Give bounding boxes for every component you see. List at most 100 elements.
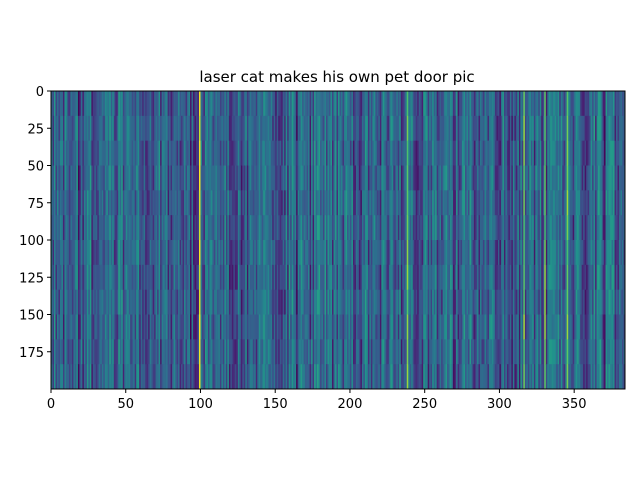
heatmap-cell <box>557 339 560 365</box>
heatmap-cell <box>402 190 405 216</box>
heatmap-cell <box>85 190 88 216</box>
heatmap-cell <box>188 140 191 166</box>
heatmap-cell <box>151 364 153 390</box>
heatmap-cell <box>91 339 94 365</box>
heatmap-cell <box>173 215 176 241</box>
heatmap-cell <box>396 215 399 241</box>
heatmap-cell <box>343 264 346 291</box>
heatmap-cell <box>605 289 608 315</box>
heatmap-cell <box>453 314 455 340</box>
heatmap-cell <box>402 165 405 191</box>
heatmap-cell <box>323 289 325 315</box>
heatmap-cell <box>260 240 263 266</box>
heatmap-cell <box>276 115 279 142</box>
heatmap-cell <box>541 314 544 340</box>
heatmap-cell <box>230 339 233 365</box>
heatmap-cell <box>367 264 370 291</box>
heatmap-cell <box>432 364 435 390</box>
heatmap-cell <box>302 339 304 365</box>
heatmap-cell <box>442 91 445 117</box>
heatmap-cell <box>358 264 361 291</box>
heatmap-cell <box>406 190 409 216</box>
heatmap-cell <box>260 289 263 315</box>
heatmap-cell <box>580 215 583 241</box>
heatmap-cell <box>79 165 82 191</box>
heatmap-cell <box>601 264 603 291</box>
heatmap-cell <box>148 215 151 241</box>
heatmap-cell <box>414 140 417 166</box>
heatmap-cell <box>116 289 119 315</box>
heatmap-cell <box>421 140 424 166</box>
heatmap-cell <box>248 339 251 365</box>
heatmap-cell <box>393 339 396 365</box>
heatmap-cell <box>387 115 390 142</box>
heatmap-cell <box>285 314 288 340</box>
heatmap-cell <box>459 140 461 166</box>
heatmap-cell <box>614 140 617 166</box>
heatmap-cell <box>556 91 559 117</box>
heatmap-cell <box>56 115 59 142</box>
heatmap-cell <box>175 264 177 291</box>
heatmap-cell <box>134 240 137 266</box>
heatmap-cell <box>372 364 375 390</box>
heatmap-cell <box>333 215 336 241</box>
heatmap-cell <box>481 165 484 191</box>
heatmap-cell <box>611 314 614 340</box>
heatmap-cell <box>520 289 523 315</box>
heatmap-cell <box>466 364 469 390</box>
heatmap-cell <box>581 91 584 117</box>
heatmap-cell <box>607 240 609 266</box>
heatmap-cell <box>107 115 110 142</box>
heatmap-cell <box>288 314 291 340</box>
heatmap-cell <box>544 91 547 117</box>
heatmap-cell <box>270 115 273 142</box>
heatmap-cell <box>620 190 623 216</box>
heatmap-cell <box>463 289 466 315</box>
heatmap-cell <box>230 91 233 117</box>
heatmap-cell <box>565 339 568 365</box>
heatmap-cell <box>454 240 457 266</box>
heatmap-cell <box>462 165 464 191</box>
heatmap-cell <box>314 339 316 365</box>
heatmap-cell <box>264 339 267 365</box>
heatmap-cell <box>500 240 503 266</box>
heatmap-cell <box>236 140 239 166</box>
heatmap-cell <box>264 165 267 191</box>
heatmap-cell <box>424 115 427 142</box>
heatmap-cell <box>154 289 156 315</box>
heatmap-cell <box>432 240 435 266</box>
heatmap-cell <box>550 364 553 390</box>
heatmap-cell <box>339 215 342 241</box>
heatmap-cell <box>299 314 301 340</box>
heatmap-cell <box>143 165 146 191</box>
heatmap-cell <box>86 165 89 191</box>
heatmap-cell <box>127 314 130 340</box>
heatmap-cell <box>300 165 303 191</box>
heatmap-cell <box>529 190 532 216</box>
heatmap-cell <box>317 140 319 166</box>
heatmap-cell <box>372 215 375 241</box>
heatmap-cell <box>391 289 394 315</box>
heatmap-cell <box>602 115 605 142</box>
heatmap-cell <box>326 314 328 340</box>
heatmap-cell <box>536 314 539 340</box>
heatmap-cell <box>474 190 476 216</box>
heatmap-cell <box>343 140 346 166</box>
heatmap-cell <box>209 314 212 340</box>
heatmap-cell <box>605 215 608 241</box>
heatmap-cell <box>421 289 424 315</box>
heatmap-cell <box>502 215 505 241</box>
heatmap-cell <box>412 289 415 315</box>
heatmap-cell <box>544 190 547 216</box>
heatmap-cell <box>197 289 200 315</box>
heatmap-cell <box>520 215 523 241</box>
heatmap-cell <box>318 339 321 365</box>
heatmap-cell <box>474 140 476 166</box>
heatmap-cell <box>95 215 98 241</box>
heatmap-cell <box>109 165 112 191</box>
heatmap-cell <box>580 190 583 216</box>
heatmap-cell <box>485 264 488 291</box>
heatmap-cell <box>185 91 188 117</box>
heatmap-cell <box>309 364 312 390</box>
heatmap-cell <box>617 289 620 315</box>
